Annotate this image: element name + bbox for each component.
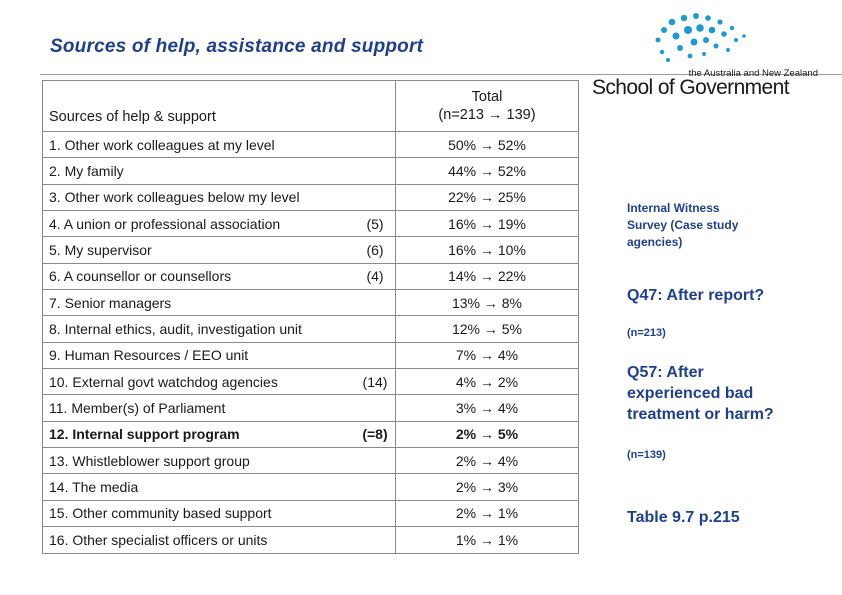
row-value: 2% → 3% — [395, 473, 579, 501]
table-row: 2. My family 44% → 52% — [42, 157, 579, 185]
row-value: 2% → 4% — [395, 447, 579, 475]
q57-sample-size: (n=139) — [627, 449, 666, 461]
q47-label: Q47: After report? — [627, 287, 765, 304]
row-value: 4% → 2% — [395, 368, 579, 396]
table-row: 1. Other work colleagues at my level 50% … — [42, 130, 579, 159]
table-row: 10. External govt watchdog agencies (14) 4… — [42, 368, 579, 396]
row-label: 15. Other community based support — [42, 499, 355, 528]
table-row: 3. Other work colleagues below my level 2… — [42, 183, 579, 212]
row-label: 2. My family — [42, 157, 355, 185]
row-value: 13% → 8% — [395, 289, 579, 317]
row-label: 7. Senior managers — [42, 289, 355, 317]
row-count — [355, 130, 396, 159]
table-row: 5. My supervisor (6) 16% → 10% — [42, 236, 579, 264]
row-count: (5) — [355, 210, 396, 238]
logo-dots-icon — [655, 13, 746, 62]
header-count — [355, 80, 396, 132]
table-row: 4. A union or professional association (5… — [42, 210, 579, 238]
table-row: 16. Other specialist officers or units 1%… — [42, 526, 579, 554]
row-label: 14. The media — [42, 473, 355, 501]
row-label: 6. A counsellor or counsellors — [42, 262, 355, 291]
table-reference: Table 9.7 p.215 — [627, 509, 740, 526]
row-value: 16% → 10% — [395, 236, 579, 264]
row-label: 3. Other work colleagues below my level — [42, 183, 355, 212]
row-value: 50% → 52% — [395, 130, 579, 159]
row-label: 5. My supervisor — [42, 236, 355, 264]
row-value: 22% → 25% — [395, 183, 579, 212]
table-row: 15. Other community based support 2% → 1% — [42, 499, 579, 528]
row-label: 1. Other work colleagues at my level — [42, 130, 355, 159]
row-label: 9. Human Resources / EEO unit — [42, 341, 355, 370]
row-count: (=8) — [355, 420, 396, 449]
row-value: 7% → 4% — [395, 341, 579, 370]
table-row: 6. A counsellor or counsellors (4) 14% → 2… — [42, 262, 579, 291]
row-value: 12% → 5% — [395, 315, 579, 343]
title-divider — [40, 74, 842, 75]
q47-sample-size: (n=213) — [627, 327, 666, 339]
logo-subtitle: the Australia and New Zealand — [688, 68, 818, 79]
row-value: 3% → 4% — [395, 394, 579, 422]
row-label: 16. Other specialist officers or units — [42, 526, 355, 554]
row-count — [355, 447, 396, 475]
table-row-highlighted: 12. Internal support program (=8) 2% → 5% — [42, 420, 579, 449]
school-of-government-logo: the Australia and New Zealand School of … — [590, 10, 830, 100]
q57-label: Q57: After experienced bad treatment or … — [627, 364, 774, 423]
row-count: (14) — [355, 368, 396, 396]
row-count — [355, 499, 396, 528]
row-value: 2% → 1% — [395, 499, 579, 528]
sources-table: Sources of help & support Total (n=213 →… — [42, 80, 579, 554]
row-value: 14% → 22% — [395, 262, 579, 291]
survey-label: Internal Witness Survey (Case study agen… — [627, 201, 739, 249]
row-count — [355, 315, 396, 343]
row-value: 16% → 19% — [395, 210, 579, 238]
row-value: 2% → 5% — [395, 420, 579, 449]
header-total-line2: (n=213 → 139) — [438, 107, 536, 123]
header-total-line1: Total — [471, 89, 503, 105]
row-count — [355, 157, 396, 185]
table-row: 8. Internal ethics, audit, investigation… — [42, 315, 579, 343]
row-count — [355, 526, 396, 554]
row-value: 1% → 1% — [395, 526, 579, 554]
logo-name: School of Government — [592, 76, 790, 99]
row-label: 12. Internal support program — [42, 420, 355, 449]
header-total: Total (n=213 → 139) — [395, 80, 579, 132]
page-title: Sources of help, assistance and support — [50, 36, 424, 57]
table-row: 13. Whistleblower support group 2% → 4% — [42, 447, 579, 475]
row-label: 10. External govt watchdog agencies — [42, 368, 355, 396]
row-label: 13. Whistleblower support group — [42, 447, 355, 475]
row-label: 8. Internal ethics, audit, investigation… — [42, 315, 355, 343]
header-sources-label: Sources of help & support — [42, 80, 355, 132]
table-row: 11. Member(s) of Parliament 3% → 4% — [42, 394, 579, 422]
row-count — [355, 341, 396, 370]
row-count — [355, 289, 396, 317]
table-row: 9. Human Resources / EEO unit 7% → 4% — [42, 341, 579, 370]
row-count — [355, 183, 396, 212]
row-count: (6) — [355, 236, 396, 264]
row-label: 11. Member(s) of Parliament — [42, 394, 355, 422]
row-count: (4) — [355, 262, 396, 291]
row-label: 4. A union or professional association — [42, 210, 355, 238]
table-row: 14. The media 2% → 3% — [42, 473, 579, 501]
table-header-row: Sources of help & support Total (n=213 →… — [42, 80, 579, 132]
table-row: 7. Senior managers 13% → 8% — [42, 289, 579, 317]
row-count — [355, 473, 396, 501]
row-count — [355, 394, 396, 422]
row-value: 44% → 52% — [395, 157, 579, 185]
